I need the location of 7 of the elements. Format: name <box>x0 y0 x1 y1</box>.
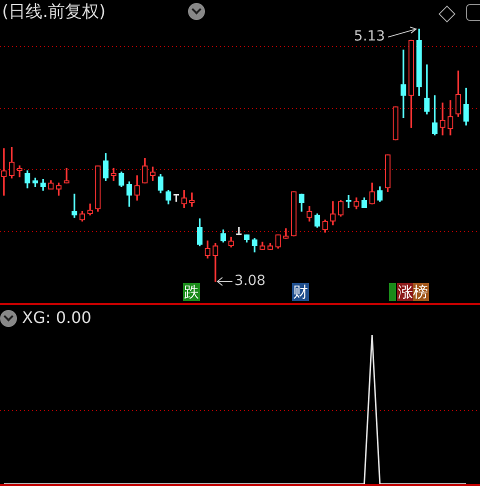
annotation: 5.13 <box>354 28 386 45</box>
text: 涨榜 <box>397 283 429 301</box>
chart-title: XG: 0.00 <box>22 308 92 327</box>
chart-title: (日线.前复权) <box>2 2 106 22</box>
text: 财 <box>292 283 309 301</box>
text: 跌 <box>183 283 200 301</box>
annotation: 3.08 <box>234 273 266 290</box>
